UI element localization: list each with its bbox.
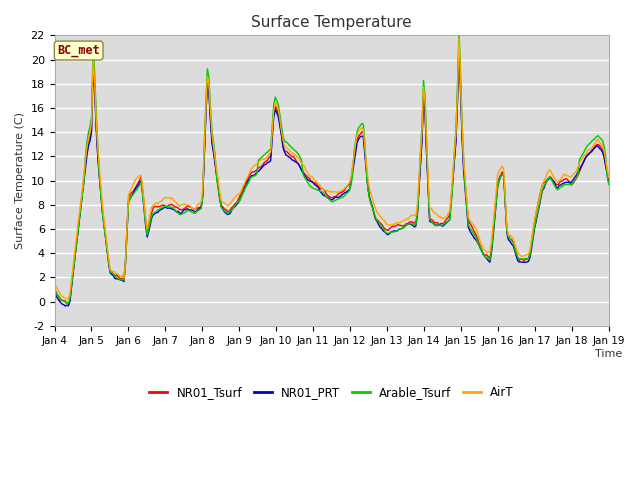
Y-axis label: Surface Temperature (C): Surface Temperature (C) [15, 112, 25, 249]
AirT [236, 191, 244, 197]
AirT [605, 175, 612, 180]
NR01_Tsurf [455, 42, 463, 48]
NR01_Tsurf [51, 287, 58, 293]
Arable_Tsurf [120, 277, 128, 283]
Legend: NR01_Tsurf, NR01_PRT, Arable_Tsurf, AirT: NR01_Tsurf, NR01_PRT, Arable_Tsurf, AirT [145, 381, 518, 404]
AirT [455, 35, 463, 41]
Line: NR01_PRT: NR01_PRT [54, 48, 609, 306]
NR01_PRT [218, 204, 225, 209]
NR01_Tsurf [63, 300, 70, 306]
Line: Arable_Tsurf: Arable_Tsurf [54, 29, 609, 303]
AirT [51, 282, 58, 288]
NR01_PRT [294, 161, 302, 167]
Arable_Tsurf [294, 151, 302, 157]
Arable_Tsurf [577, 154, 585, 160]
NR01_Tsurf [294, 161, 302, 167]
NR01_PRT [245, 176, 253, 182]
Line: NR01_Tsurf: NR01_Tsurf [54, 45, 609, 303]
Line: AirT: AirT [54, 38, 609, 299]
Arable_Tsurf [218, 204, 225, 210]
NR01_PRT [120, 279, 128, 285]
NR01_PRT [455, 45, 463, 51]
NR01_Tsurf [236, 193, 244, 199]
Arable_Tsurf [51, 287, 58, 293]
Text: BC_met: BC_met [58, 44, 100, 57]
AirT [294, 155, 302, 161]
AirT [245, 171, 253, 177]
AirT [577, 157, 585, 163]
Arable_Tsurf [605, 181, 612, 187]
NR01_PRT [236, 197, 244, 203]
Title: Surface Temperature: Surface Temperature [252, 15, 412, 30]
NR01_Tsurf [218, 203, 225, 209]
AirT [65, 296, 72, 302]
AirT [218, 198, 225, 204]
AirT [120, 276, 128, 281]
Arable_Tsurf [245, 179, 253, 184]
NR01_PRT [577, 164, 585, 169]
NR01_Tsurf [577, 165, 585, 171]
X-axis label: Time: Time [595, 349, 622, 359]
NR01_Tsurf [120, 275, 128, 281]
Arable_Tsurf [455, 26, 463, 32]
NR01_Tsurf [605, 179, 612, 184]
NR01_Tsurf [245, 173, 253, 179]
NR01_PRT [605, 180, 612, 186]
Arable_Tsurf [236, 198, 244, 204]
NR01_PRT [61, 303, 69, 309]
NR01_PRT [51, 289, 58, 295]
Arable_Tsurf [65, 300, 72, 306]
